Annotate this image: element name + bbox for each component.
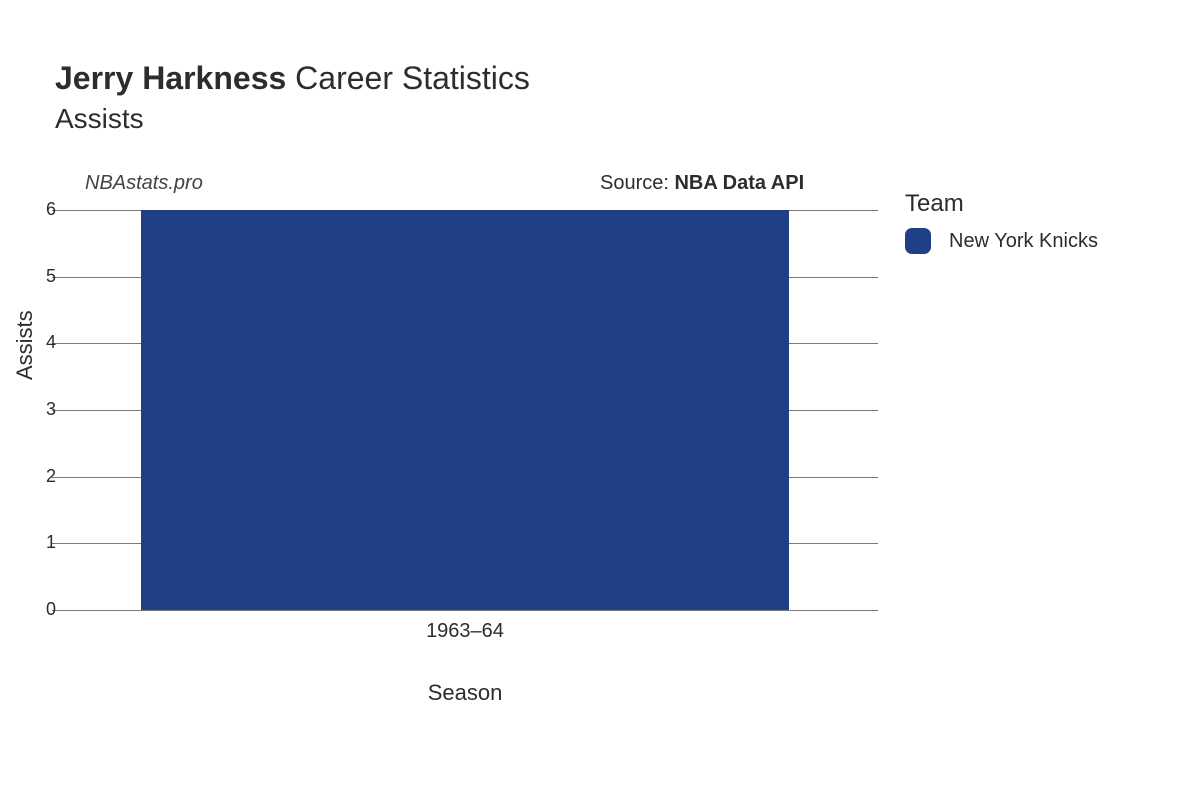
credit-source-prefix: Source: [600, 172, 674, 194]
y-tick: 4 [32, 332, 56, 353]
credit-source-name: NBA Data API [674, 172, 804, 194]
bar [141, 210, 789, 610]
legend-label: New York Knicks [949, 230, 1098, 253]
gridline [52, 610, 878, 611]
y-tick: 1 [32, 532, 56, 553]
chart-title: Jerry Harkness Career Statistics [55, 60, 530, 97]
y-tick: 3 [32, 399, 56, 420]
x-axis-label: Season [60, 680, 870, 706]
chart-subtitle: Assists [55, 103, 530, 135]
legend: Team New York Knicks [905, 190, 1098, 254]
x-tick: 1963–64 [385, 620, 545, 643]
legend-swatch [905, 228, 931, 254]
title-player-name: Jerry Harkness [55, 60, 286, 96]
y-tick: 5 [32, 266, 56, 287]
y-tick: 6 [32, 199, 56, 220]
credit-site: NBAstats.pro [85, 172, 203, 195]
chart-title-block: Jerry Harkness Career Statistics Assists [55, 60, 530, 135]
legend-title: Team [905, 190, 1098, 218]
credit-source: Source: NBA Data API [600, 172, 804, 195]
title-suffix: Career Statistics [286, 60, 530, 96]
legend-item: New York Knicks [905, 228, 1098, 254]
y-tick: 2 [32, 466, 56, 487]
y-tick: 0 [32, 599, 56, 620]
